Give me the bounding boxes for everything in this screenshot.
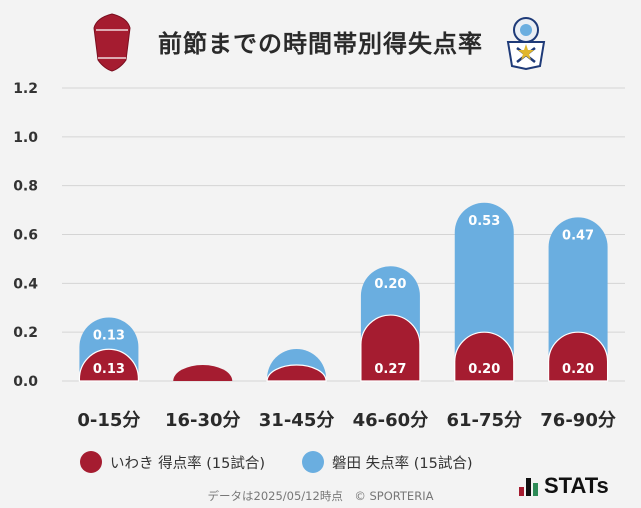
x-category-label: 16-30分 bbox=[165, 410, 241, 431]
home-bar bbox=[173, 365, 233, 381]
away-data-label: 0.13 bbox=[93, 329, 125, 344]
home-bar bbox=[360, 314, 421, 382]
y-tick-label: 0.2 bbox=[13, 325, 38, 341]
y-tick-label: 0.8 bbox=[13, 179, 38, 195]
stats-logo: STATs bbox=[518, 473, 609, 499]
home-data-label: 0.13 bbox=[93, 362, 125, 377]
y-tick-label: 0.6 bbox=[13, 228, 38, 244]
legend-home-label: いわき 得点率 (15試合) bbox=[110, 455, 265, 472]
jubilo-iwata-crest-icon bbox=[505, 14, 547, 71]
x-category-label: 76-90分 bbox=[540, 410, 616, 431]
x-category-label: 46-60分 bbox=[353, 410, 429, 431]
home-data-label: 0.27 bbox=[374, 362, 406, 377]
home-bar bbox=[266, 364, 327, 382]
x-category-label: 31-45分 bbox=[259, 410, 335, 431]
footer-note: データは2025/05/12時点 © SPORTERIA bbox=[207, 489, 434, 503]
home-bar bbox=[547, 331, 609, 382]
page-title: 前節までの時間帯別得失点率 bbox=[158, 30, 483, 58]
away-data-label: 0.47 bbox=[562, 228, 594, 243]
stats-logo-icon bbox=[519, 478, 538, 496]
home-data-label: 0.20 bbox=[468, 362, 500, 377]
home-data-label: 0.20 bbox=[562, 362, 594, 377]
legend-away-label: 磐田 失点率 (15試合) bbox=[332, 455, 473, 472]
away-data-label: 0.53 bbox=[468, 214, 500, 229]
y-tick-label: 1.0 bbox=[13, 130, 38, 146]
iwaki-crest bbox=[92, 12, 132, 72]
legend-home: いわき 得点率 (15試合) bbox=[80, 450, 265, 474]
y-tick-label: 0.0 bbox=[13, 374, 38, 390]
y-tick-label: 1.2 bbox=[13, 81, 38, 97]
home-bar bbox=[78, 348, 140, 382]
home-bar bbox=[454, 331, 515, 382]
x-category-label: 61-75分 bbox=[446, 410, 522, 431]
y-tick-label: 0.4 bbox=[13, 276, 38, 292]
legend-away: 磐田 失点率 (15試合) bbox=[302, 450, 472, 474]
x-category-label: 0-15分 bbox=[77, 410, 140, 431]
bar-chart: 0.0 0.2 0.4 0.6 0.8 1.0 1.2 0.13 0.13 0-15分 16-30分… bbox=[13, 81, 625, 431]
legend-away-swatch bbox=[302, 451, 324, 473]
away-data-label: 0.20 bbox=[374, 277, 406, 292]
stats-logo-text: STATs bbox=[544, 473, 609, 498]
legend-home-swatch bbox=[80, 451, 102, 473]
